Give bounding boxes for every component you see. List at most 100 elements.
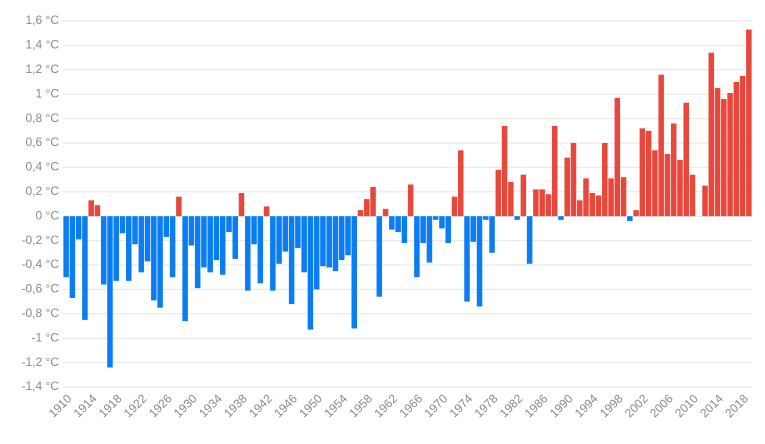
bar: [213, 216, 220, 261]
bar: [307, 216, 314, 330]
bar: [282, 216, 289, 252]
x-tick-label: 1998: [597, 391, 626, 420]
bar: [583, 178, 589, 217]
bar: [614, 97, 621, 217]
bar: [357, 210, 364, 217]
bar: [376, 216, 383, 297]
x-tick-label: 1994: [572, 391, 601, 420]
bar: [539, 189, 545, 217]
bar: [332, 216, 339, 272]
bar: [257, 216, 264, 284]
bar: [113, 216, 119, 281]
bar: [132, 216, 138, 245]
bar: [670, 123, 677, 217]
bar: [533, 189, 539, 217]
bar: [288, 216, 295, 305]
y-tick-label: 1 °C: [36, 86, 60, 100]
bar: [69, 216, 76, 298]
bar: [677, 160, 683, 217]
bar: [658, 74, 664, 217]
bar: [426, 216, 433, 263]
bar: [576, 200, 583, 217]
x-tick-label: 1958: [346, 391, 375, 420]
bar: [733, 82, 740, 217]
x-tick-label: 1930: [171, 391, 200, 420]
bar: [401, 216, 408, 244]
bar: [63, 216, 69, 278]
bar: [476, 216, 483, 307]
bar: [219, 216, 226, 275]
y-tick-label: -0,8 °C: [22, 306, 60, 320]
bar: [88, 200, 94, 217]
bar: [326, 216, 332, 268]
x-tick-label: 2006: [647, 391, 676, 420]
bar: [627, 216, 633, 222]
x-tick-label: 1982: [497, 391, 526, 420]
bar: [551, 125, 558, 217]
y-tick-label: 0,6 °C: [26, 135, 60, 149]
x-tick-label: 1934: [196, 391, 225, 420]
y-tick-label: 1,2 °C: [26, 62, 60, 76]
y-tick-label: -1,2 °C: [22, 355, 60, 369]
bar: [276, 216, 282, 264]
bar: [721, 99, 727, 217]
x-tick-label: 1918: [96, 391, 125, 420]
y-tick-label: 0 °C: [36, 208, 60, 222]
bar: [439, 216, 445, 229]
bar: [320, 216, 326, 267]
bar: [420, 216, 426, 244]
bar: [702, 185, 708, 217]
y-tick-label: 1,4 °C: [26, 38, 60, 52]
bar: [727, 92, 733, 217]
bar: [245, 216, 251, 291]
bar: [107, 216, 113, 368]
bar: [238, 193, 245, 217]
x-tick-label: 2010: [672, 391, 701, 420]
bar: [364, 199, 370, 217]
y-tick-label: 1,6 °C: [26, 13, 60, 27]
bar: [746, 29, 752, 217]
bar: [82, 216, 88, 320]
bar: [232, 216, 239, 259]
y-tick-label: -0,6 °C: [22, 282, 60, 296]
bar: [151, 216, 157, 301]
x-tick-label: 1922: [121, 391, 150, 420]
bar: [652, 150, 658, 217]
x-tick-label: 2018: [722, 391, 751, 420]
bar: [432, 216, 439, 220]
bar: [451, 196, 458, 217]
x-tick-label: 1962: [371, 391, 400, 420]
bar: [313, 216, 320, 290]
bar: [445, 216, 451, 244]
x-tick-label: 1938: [221, 391, 250, 420]
bar: [295, 216, 301, 248]
bar: [602, 143, 608, 217]
bar: [689, 174, 696, 217]
bar: [501, 125, 508, 217]
bar: [683, 102, 689, 217]
bar: [495, 169, 502, 217]
bar: [639, 128, 646, 217]
bar: [194, 216, 201, 289]
bar: [407, 184, 414, 217]
x-tick-label: 1914: [71, 391, 100, 420]
bar: [270, 216, 276, 291]
bar: [251, 216, 257, 245]
bar: [508, 182, 514, 217]
bar: [739, 75, 746, 217]
bar: [226, 216, 232, 233]
bar: [620, 177, 627, 217]
bar: [545, 194, 552, 217]
bar: [570, 143, 577, 217]
bar: [558, 216, 564, 220]
bar: [389, 216, 395, 230]
bar: [138, 216, 145, 273]
bar: [163, 216, 170, 237]
x-tick-label: 1946: [271, 391, 300, 420]
y-tick-label: 0,4 °C: [26, 160, 60, 174]
x-tick-label: 1954: [321, 391, 350, 420]
bar: [489, 216, 495, 253]
bar: [633, 210, 639, 217]
bar: [157, 216, 163, 308]
